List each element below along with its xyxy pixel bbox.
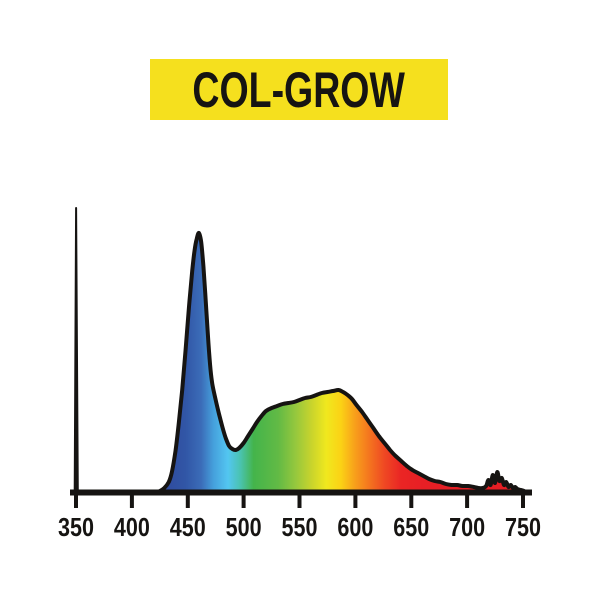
x-tick-350 xyxy=(74,495,78,508)
x-tick-label-350: 350 xyxy=(58,512,94,542)
x-axis-labels: 350 400 450 500 550 600 650 700 750 xyxy=(58,512,541,542)
x-tick-700 xyxy=(465,495,470,508)
uv-spike xyxy=(73,207,79,494)
x-axis-ticks xyxy=(74,495,525,508)
x-tick-750 xyxy=(521,495,525,508)
x-tick-label-500: 500 xyxy=(226,512,262,542)
spectrum-area xyxy=(152,230,529,495)
x-axis-line xyxy=(70,489,532,496)
x-tick-650 xyxy=(409,495,414,508)
x-tick-500 xyxy=(241,495,246,508)
x-tick-400 xyxy=(129,495,134,508)
x-tick-label-550: 550 xyxy=(282,512,318,542)
x-tick-label-750: 750 xyxy=(505,512,541,542)
x-tick-label-700: 700 xyxy=(449,512,485,542)
x-tick-label-600: 600 xyxy=(337,512,373,542)
x-tick-label-400: 400 xyxy=(114,512,150,542)
product-name: COL-GROW xyxy=(192,61,406,118)
x-tick-550 xyxy=(297,495,302,508)
x-tick-450 xyxy=(185,495,190,508)
x-tick-600 xyxy=(353,495,358,508)
x-tick-label-450: 450 xyxy=(170,512,206,542)
x-tick-label-650: 650 xyxy=(393,512,429,542)
product-name-banner: COL-GROW xyxy=(150,59,448,120)
